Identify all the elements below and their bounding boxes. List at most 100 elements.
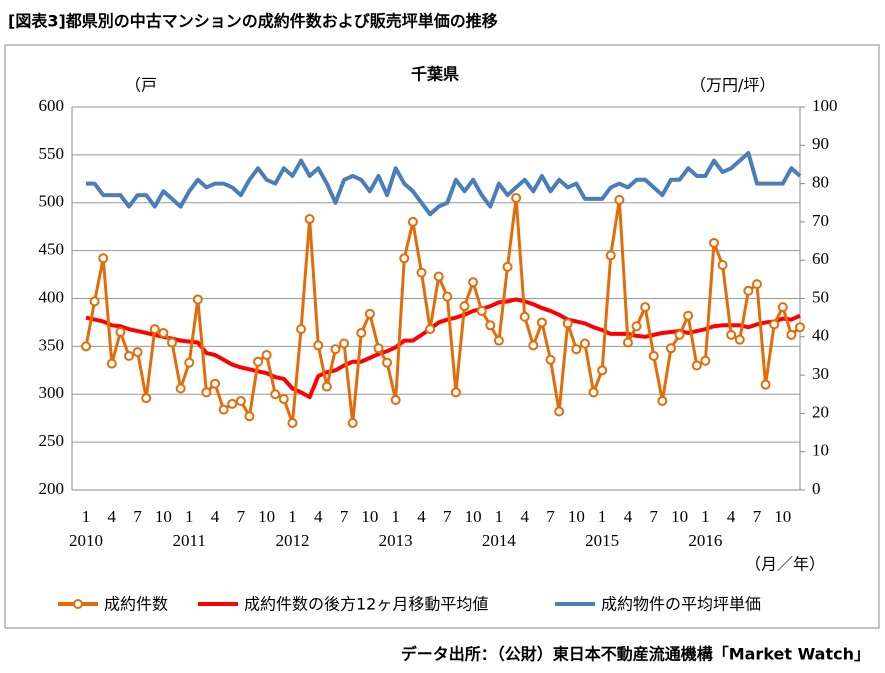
x-year-label: 2012 [275,531,309,550]
data-point [545,354,556,365]
y-tick-label: 350 [39,335,65,354]
y-tick-label: 450 [39,240,65,259]
data-point [459,301,470,312]
y2-axis-label: （万円/坪） [690,76,775,95]
x-tick-label: 4 [727,507,736,526]
data-point [399,253,410,264]
data-point [115,327,126,338]
data-point [141,393,152,404]
y2-tick-label: 0 [812,479,821,498]
y2-tick-label: 100 [812,96,838,115]
x-tick-label: 1 [701,507,710,526]
data-point [364,308,375,319]
data-point [244,411,255,422]
page-title: [図表3]都県別の中古マンションの成約件数および販売坪単価の推移 [8,12,498,31]
data-point [442,291,453,302]
x-tick-label: 4 [624,507,633,526]
y2-tick-label: 50 [812,287,829,306]
y2-tick-label: 70 [812,211,829,230]
x-tick-label: 10 [465,507,482,526]
data-point [640,302,651,313]
data-point [734,334,745,345]
data-point [390,394,401,405]
y2-tick-label: 30 [812,364,829,383]
data-point [313,340,324,351]
x-tick-label: 1 [82,507,91,526]
data-point [356,327,367,338]
data-point [347,417,358,428]
data-point [674,329,685,340]
legend-marker [73,599,83,609]
data-point [175,383,186,394]
x-year-label: 2013 [379,531,413,550]
y2-tick-label: 80 [812,173,829,192]
data-point [751,279,762,290]
data-point [253,356,264,367]
y-tick-label: 500 [39,192,65,211]
data-point [339,338,350,349]
y2-tick-label: 20 [812,402,829,421]
data-point [407,216,418,227]
data-point [433,271,444,282]
series-line [84,196,801,425]
data-point [726,329,737,340]
series-line [86,150,802,217]
legend-label: 成約件数 [104,595,168,614]
x-year-label: 2015 [585,531,619,550]
data-point [330,344,341,355]
data-point [425,324,436,335]
data-point [562,318,573,329]
x-tick-label: 4 [211,507,220,526]
source-note: データ出所：（公財）東日本不動産流通機構「Market Watch」 [401,645,870,664]
x-tick-label: 7 [546,507,555,526]
data-point [648,350,659,361]
data-point [124,350,135,361]
data-point [536,317,547,328]
x-tick-label: 7 [340,507,349,526]
data-point [296,324,307,335]
x-year-label: 2011 [173,531,206,550]
data-point [98,253,109,264]
data-point [106,358,117,369]
x-tick-label: 7 [753,507,762,526]
data-point [665,343,676,354]
data-point [579,338,590,349]
data-point [382,357,393,368]
data-point [614,194,625,205]
data-point [519,311,530,322]
x-tick-label: 4 [108,507,117,526]
data-point [657,395,668,406]
data-point [485,320,496,331]
data-point [278,394,289,405]
y-tick-label: 250 [39,431,65,450]
y2-tick-label: 40 [812,326,829,345]
legend-label: 成約物件の平均坪単価 [601,595,761,614]
x-tick-label: 7 [443,507,452,526]
x-year-label: 2010 [69,531,103,550]
data-point [468,277,479,288]
data-point [597,365,608,376]
x-tick-label: 7 [237,507,246,526]
data-point [227,398,238,409]
data-point [683,310,694,321]
data-point [149,324,160,335]
data-point [321,381,332,392]
data-point [416,267,427,278]
y-axis-label: （戸 [125,76,157,95]
data-point [192,294,203,305]
x-tick-label: 10 [258,507,275,526]
x-tick-label: 7 [650,507,659,526]
x-year-label: 2014 [482,531,517,550]
y-tick-label: 550 [39,144,65,163]
chart-title: 千葉県 [411,65,459,84]
x-tick-label: 10 [671,507,688,526]
data-point [476,305,487,316]
x-tick-label: 4 [417,507,426,526]
data-point [450,387,461,398]
data-point [218,404,229,415]
data-point [210,378,221,389]
data-point [373,343,384,354]
data-point [588,387,599,398]
data-point [81,341,91,352]
